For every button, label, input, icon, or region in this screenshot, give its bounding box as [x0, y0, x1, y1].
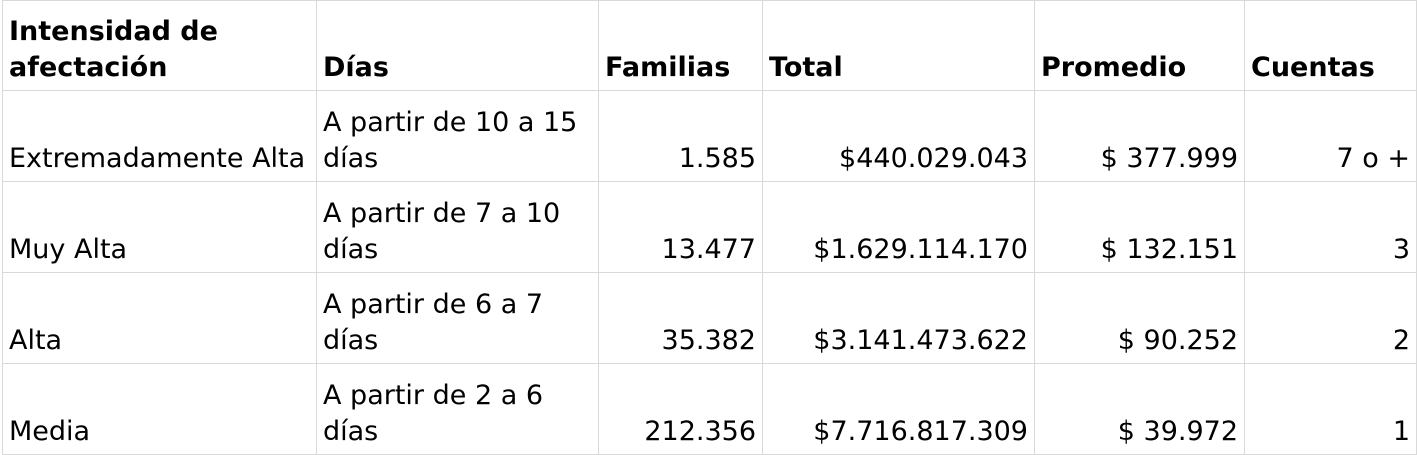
header-dias: Días [316, 0, 599, 91]
cell-familias: 13.477 [598, 181, 763, 273]
cell-cuentas: 3 [1244, 181, 1417, 273]
cell-dias: A partir de 2 a 6 días [316, 363, 599, 455]
table-row: Extremadamente Alta A partir de 10 a 15 … [2, 90, 1417, 182]
cell-promedio: $ 132.151 [1034, 181, 1245, 273]
table-row: Media A partir de 2 a 6 días 212.356 $7.… [2, 363, 1417, 455]
cell-promedio: $ 377.999 [1034, 90, 1245, 182]
cell-familias: 35.382 [598, 272, 763, 364]
cell-familias: 212.356 [598, 363, 763, 455]
header-total: Total [762, 0, 1035, 91]
header-intensidad: Intensidad de afectación [2, 0, 317, 91]
cell-total: $1.629.114.170 [762, 181, 1035, 273]
table-row: Alta A partir de 6 a 7 días 35.382 $3.14… [2, 272, 1417, 364]
cell-intensidad: Media [2, 363, 317, 455]
cell-promedio: $ 39.972 [1034, 363, 1245, 455]
header-promedio: Promedio [1034, 0, 1245, 91]
cell-familias: 1.585 [598, 90, 763, 182]
header-row: Intensidad de afectación Días Familias T… [2, 0, 1417, 91]
cell-total: $7.716.817.309 [762, 363, 1035, 455]
cell-dias: A partir de 10 a 15 días [316, 90, 599, 182]
cell-dias: A partir de 7 a 10 días [316, 181, 599, 273]
cell-cuentas: 2 [1244, 272, 1417, 364]
table-row: Muy Alta A partir de 7 a 10 días 13.477 … [2, 181, 1417, 273]
cell-intensidad: Muy Alta [2, 181, 317, 273]
cell-total: $3.141.473.622 [762, 272, 1035, 364]
cell-intensidad: Extremadamente Alta [2, 90, 317, 182]
header-familias: Familias [598, 0, 763, 91]
cell-cuentas: 7 o + [1244, 90, 1417, 182]
cell-intensidad: Alta [2, 272, 317, 364]
cell-cuentas: 1 [1244, 363, 1417, 455]
header-cuentas: Cuentas [1244, 0, 1417, 91]
cell-promedio: $ 90.252 [1034, 272, 1245, 364]
cell-total: $440.029.043 [762, 90, 1035, 182]
cell-dias: A partir de 6 a 7 días [316, 272, 599, 364]
